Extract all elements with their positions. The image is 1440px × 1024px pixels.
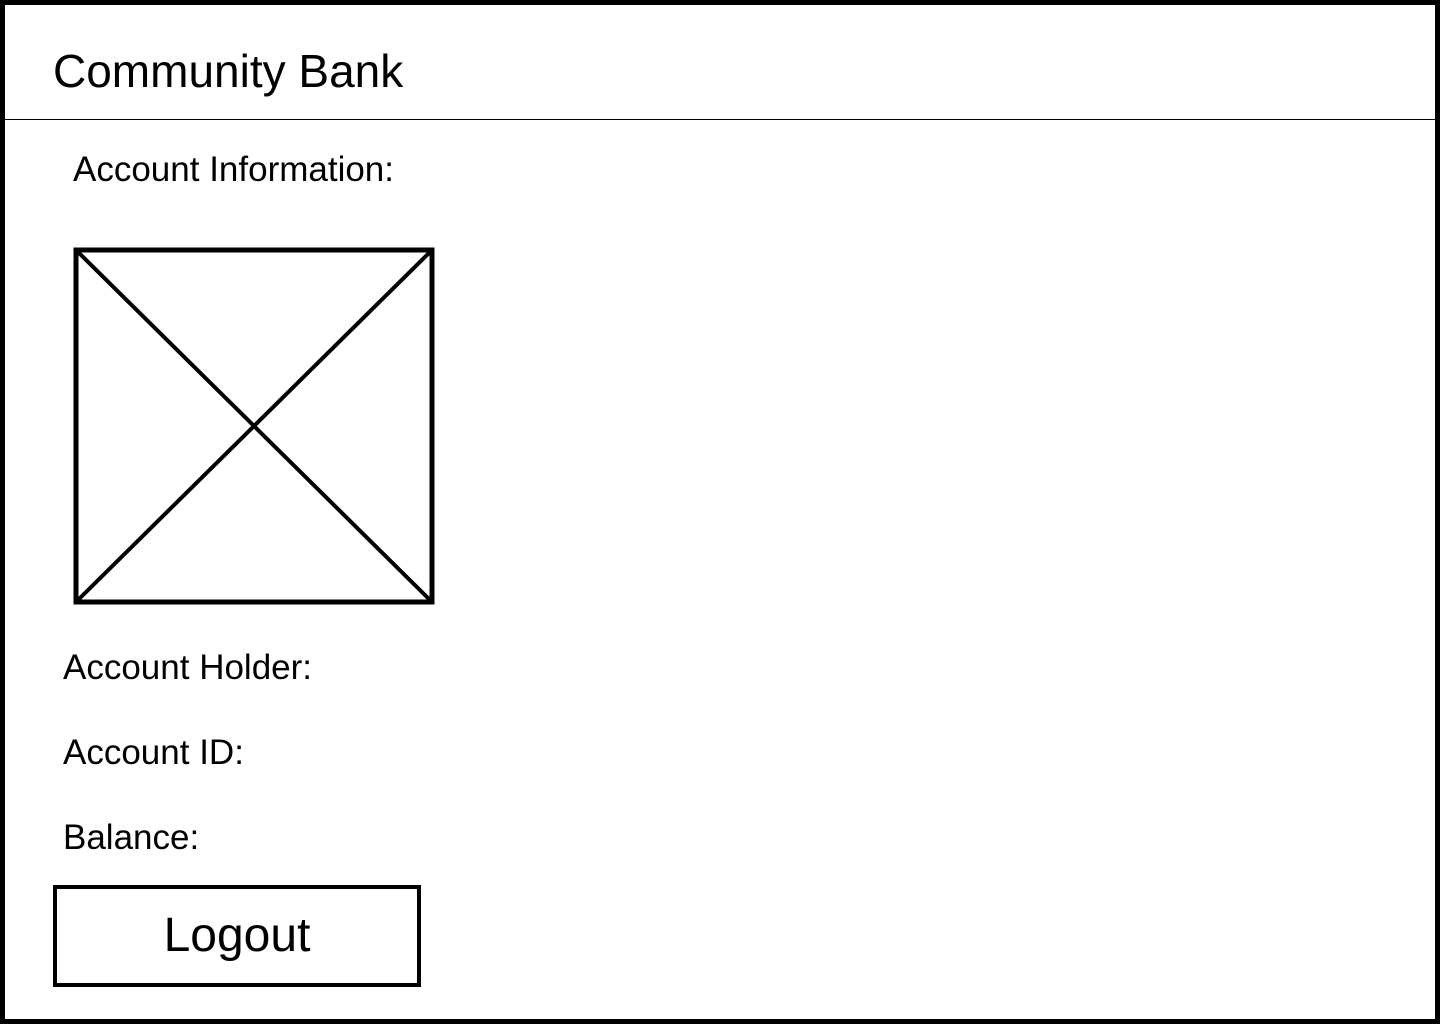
header: Community Bank (5, 5, 1435, 120)
app-title: Community Bank (53, 45, 404, 97)
logout-button[interactable]: Logout (53, 885, 421, 987)
account-holder-label: Account Holder: (63, 648, 313, 687)
image-placeholder-icon (73, 245, 435, 607)
balance-label: Balance: (63, 818, 200, 857)
account-id-label: Account ID: (63, 733, 244, 772)
account-information-heading: Account Information: (73, 150, 394, 189)
